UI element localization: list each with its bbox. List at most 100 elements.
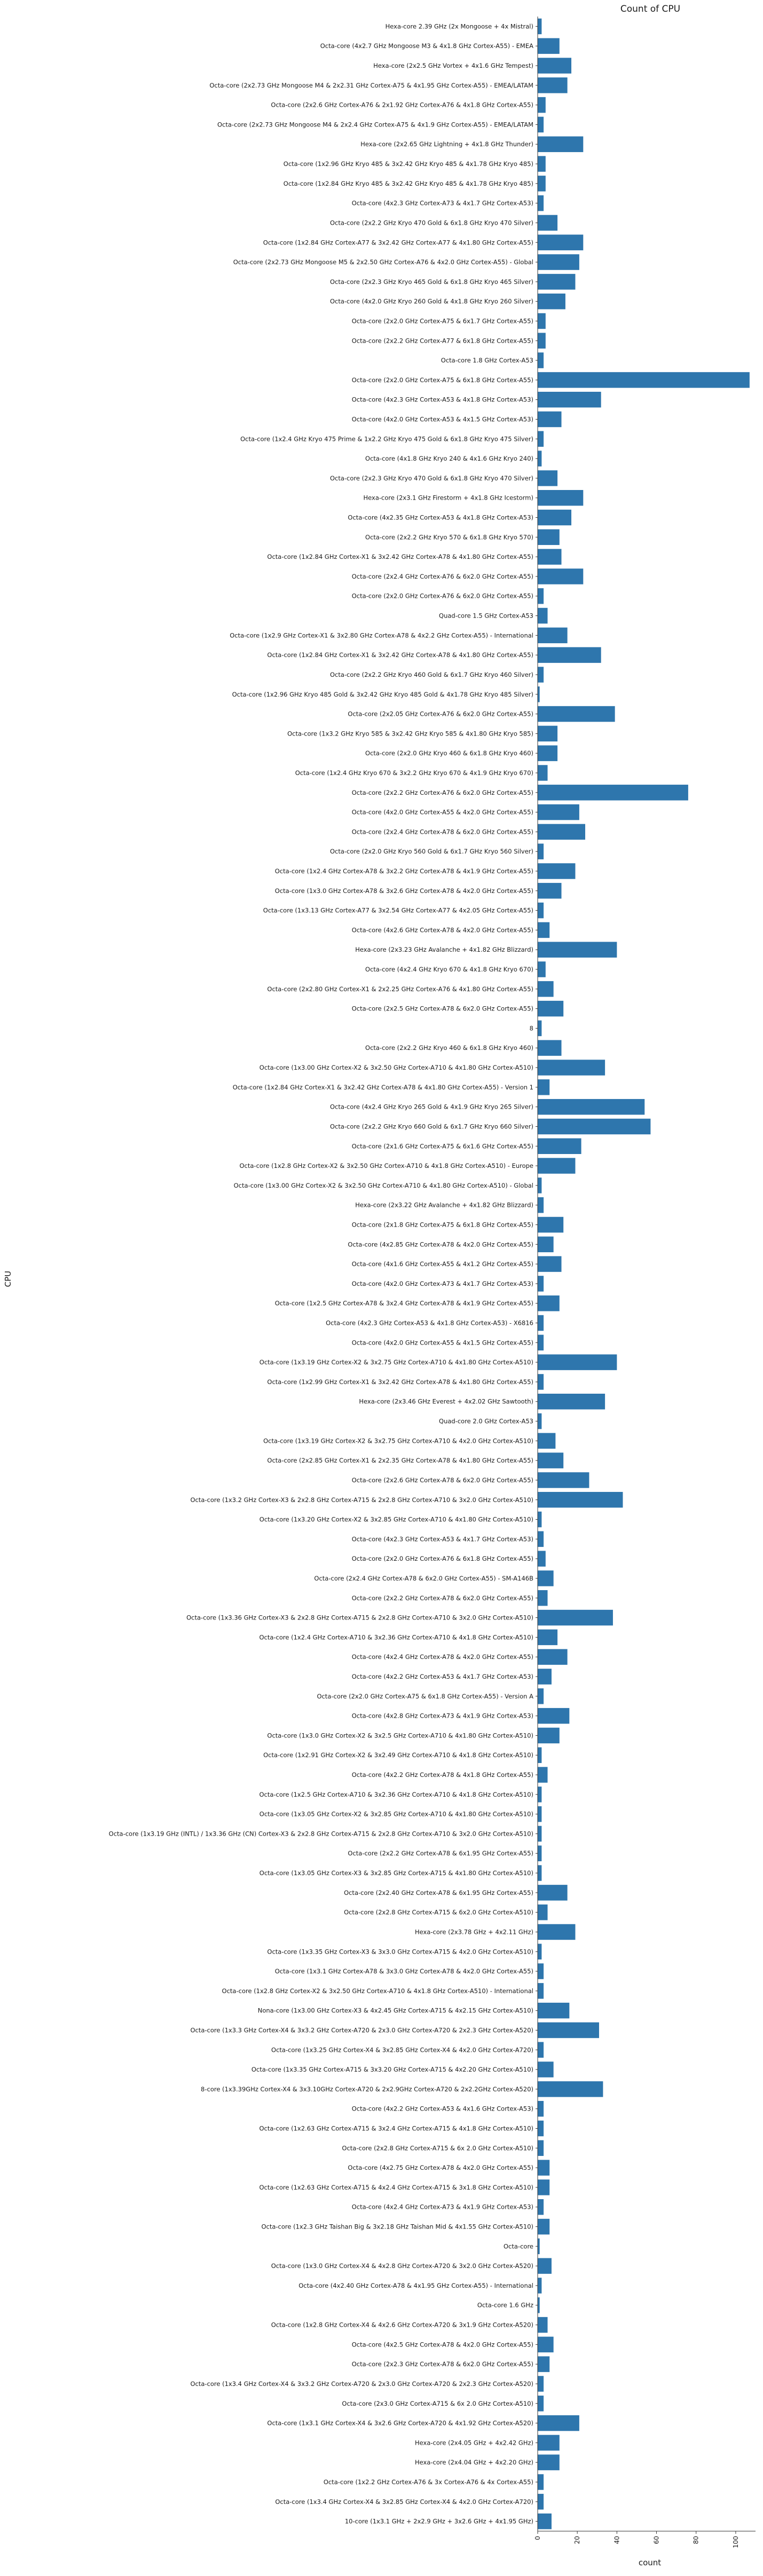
bar bbox=[538, 136, 584, 152]
bar bbox=[538, 333, 546, 349]
category-label: Hexa-core (2x4.05 GHz + 4x2.42 GHz) bbox=[415, 2439, 533, 2446]
bar bbox=[538, 2258, 552, 2274]
bar bbox=[538, 922, 550, 938]
bar bbox=[538, 568, 584, 584]
category-label: Octa-core (4x2.0 GHz Cortex-A73 & 4x1.7 … bbox=[352, 1280, 533, 1287]
bar bbox=[538, 1394, 605, 1410]
x-tick-label: 100 bbox=[732, 2536, 740, 2548]
bar bbox=[538, 1158, 576, 1174]
category-label: Hexa-core (2x2.5 GHz Vortex + 4x1.6 GHz … bbox=[373, 62, 533, 69]
bar bbox=[538, 2336, 554, 2353]
category-label: Octa-core (4x2.4 GHz Kryo 265 Gold & 4x1… bbox=[330, 1103, 533, 1111]
bar bbox=[538, 372, 750, 388]
category-label: Hexa-core (2x3.22 GHz Avalanche + 4x1.82… bbox=[355, 1202, 533, 1209]
x-axis-label: count bbox=[639, 2558, 661, 2567]
bar bbox=[538, 1118, 651, 1135]
bar bbox=[538, 2160, 550, 2176]
bar bbox=[538, 1708, 570, 1724]
bar bbox=[538, 765, 548, 781]
category-label: Octa-core (1x2.4 GHz Kryo 475 Prime & 1x… bbox=[240, 435, 533, 442]
category-label: Quad-core 1.5 GHz Cortex-A53 bbox=[439, 612, 533, 620]
bar bbox=[538, 2513, 552, 2530]
bar bbox=[538, 2120, 544, 2137]
bar bbox=[538, 97, 546, 113]
category-label: Octa-core (1x2.84 GHz Cortex-X1 & 3x2.42… bbox=[267, 651, 533, 659]
bar bbox=[538, 391, 601, 408]
category-label: Octa-core (2x2.8 GHz Cortex-A715 & 6x 2.… bbox=[342, 2144, 533, 2152]
category-label: Octa-core (4x2.0 GHz Cortex-A55 & 4x1.5 … bbox=[352, 1339, 533, 1346]
bar bbox=[538, 706, 615, 722]
category-label: Octa-core (1x3.19 GHz Cortex-X2 & 3x2.75… bbox=[263, 1437, 533, 1444]
category-label: Octa-core (1x3.0 GHz Cortex-A78 & 3x2.6 … bbox=[275, 887, 533, 895]
bar bbox=[538, 647, 601, 663]
bars bbox=[538, 18, 750, 2530]
x-tick-label: 60 bbox=[653, 2536, 660, 2544]
bar bbox=[538, 411, 562, 428]
category-label: Octa-core (2x2.05 GHz Cortex-A76 & 6x2.0… bbox=[348, 710, 533, 718]
bar bbox=[538, 2376, 544, 2392]
bar bbox=[538, 902, 544, 919]
category-label: Octa-core (1x3.2 GHz Kryo 585 & 3x2.42 G… bbox=[287, 730, 533, 737]
category-label: Octa-core (4x2.0 GHz Cortex-A55 & 4x2.0 … bbox=[352, 809, 533, 816]
category-label: Octa-core (1x2.8 GHz Cortex-X4 & 4x2.6 G… bbox=[271, 2321, 533, 2329]
bar bbox=[538, 1747, 542, 1763]
bar bbox=[538, 2140, 544, 2156]
bar bbox=[538, 667, 544, 683]
bar bbox=[538, 2278, 542, 2294]
bar bbox=[538, 1000, 564, 1017]
category-label: Hexa-core (2x3.46 GHz Everest + 4x2.02 G… bbox=[359, 1398, 533, 1405]
category-label: Octa-core (4x2.4 GHz Cortex-A73 & 4x1.9 … bbox=[352, 2203, 533, 2211]
category-label: Octa-core (2x2.6 GHz Cortex-A76 & 2x1.92… bbox=[271, 101, 533, 109]
bar bbox=[538, 1767, 548, 1783]
category-label: Octa-core (4x2.5 GHz Cortex-A78 & 4x2.0 … bbox=[352, 2341, 533, 2348]
bar bbox=[538, 2179, 550, 2195]
bar bbox=[538, 77, 568, 93]
bar bbox=[538, 58, 572, 74]
bar bbox=[538, 942, 617, 958]
bar bbox=[538, 1669, 552, 1685]
bar bbox=[538, 2474, 544, 2490]
bar bbox=[538, 489, 584, 506]
category-label: Octa-core (1x3.25 GHz Cortex-X4 & 3x2.85… bbox=[271, 2046, 533, 2053]
category-label: Hexa-core (2x2.65 GHz Lightning + 4x1.8 … bbox=[360, 140, 533, 148]
bar bbox=[538, 2238, 540, 2255]
category-label: Octa-core (4x2.85 GHz Cortex-A78 & 4x2.0… bbox=[348, 1240, 533, 1248]
category-label: Octa-core (2x2.73 GHz Mongoose M5 & 2x2.… bbox=[233, 258, 533, 266]
bar bbox=[538, 1334, 544, 1351]
category-label: Octa-core (4x2.7 GHz Mongoose M3 & 4x1.8… bbox=[320, 42, 533, 50]
category-label: Octa-core (4x1.8 GHz Kryo 240 & 4x1.6 GH… bbox=[365, 455, 533, 462]
bar bbox=[538, 1649, 568, 1665]
category-label: Octa-core (1x3.00 GHz Cortex-X2 & 3x2.50… bbox=[234, 1182, 533, 1189]
category-label: Quad-core 2.0 GHz Cortex-A53 bbox=[439, 1418, 533, 1425]
category-label: Octa-core (1x2.84 GHz Cortex-X1 & 3x2.42… bbox=[233, 1084, 533, 1091]
bar bbox=[538, 1060, 605, 1076]
bar bbox=[538, 176, 546, 192]
bar bbox=[538, 1904, 548, 1921]
bar bbox=[538, 863, 576, 879]
category-label: Octa-core (2x2.2 GHz Kryo 460 Gold & 6x1… bbox=[330, 671, 533, 678]
category-label: Octa-core bbox=[504, 2242, 533, 2250]
category-label: Octa-core (2x2.0 GHz Cortex-A75 & 6x1.7 … bbox=[352, 317, 533, 325]
category-label: Hexa-core (2x3.1 GHz Firestorm + 4x1.8 G… bbox=[364, 494, 534, 502]
category-label: Octa-core (1x2.63 GHz Cortex-A715 & 4x2.… bbox=[259, 2184, 533, 2191]
bar bbox=[538, 2435, 560, 2451]
bar bbox=[538, 1806, 542, 1822]
category-label: Octa-core (1x2.96 GHz Kryo 485 Gold & 3x… bbox=[232, 691, 533, 698]
category-label: Octa-core (2x2.85 GHz Cortex-X1 & 2x2.35… bbox=[267, 1457, 533, 1464]
bar bbox=[538, 156, 546, 172]
bar bbox=[538, 1020, 542, 1037]
bar bbox=[538, 38, 560, 54]
category-label: Octa-core (2x2.0 GHz Cortex-A75 & 6x1.8 … bbox=[352, 376, 533, 384]
category-label: Octa-core (1x2.63 GHz Cortex-A715 & 3x2.… bbox=[259, 2125, 533, 2132]
bar bbox=[538, 627, 568, 644]
category-label: Octa-core (1x2.3 GHz Taishan Big & 3x2.1… bbox=[261, 2223, 533, 2231]
category-label: Octa-core (2x2.3 GHz Kryo 465 Gold & 6x1… bbox=[330, 278, 533, 286]
category-label: Octa-core (2x2.2 GHz Kryo 660 Gold & 6x1… bbox=[330, 1123, 533, 1130]
bar bbox=[538, 2022, 599, 2038]
category-label: Octa-core (1x3.19 GHz (INTL) / 1x3.36 GH… bbox=[109, 1830, 533, 1837]
category-label: Octa-core (2x2.73 GHz Mongoose M4 & 2x2.… bbox=[217, 121, 533, 128]
category-label: Hexa-core (2x4.04 GHz + 4x2.20 GHz) bbox=[415, 2459, 533, 2466]
bar bbox=[538, 1138, 581, 1154]
category-label: Octa-core (2x2.40 GHz Cortex-A78 & 6x1.9… bbox=[344, 1889, 533, 1897]
category-label: Hexa-core (2x3.23 GHz Avalanche + 4x1.82… bbox=[355, 946, 533, 953]
